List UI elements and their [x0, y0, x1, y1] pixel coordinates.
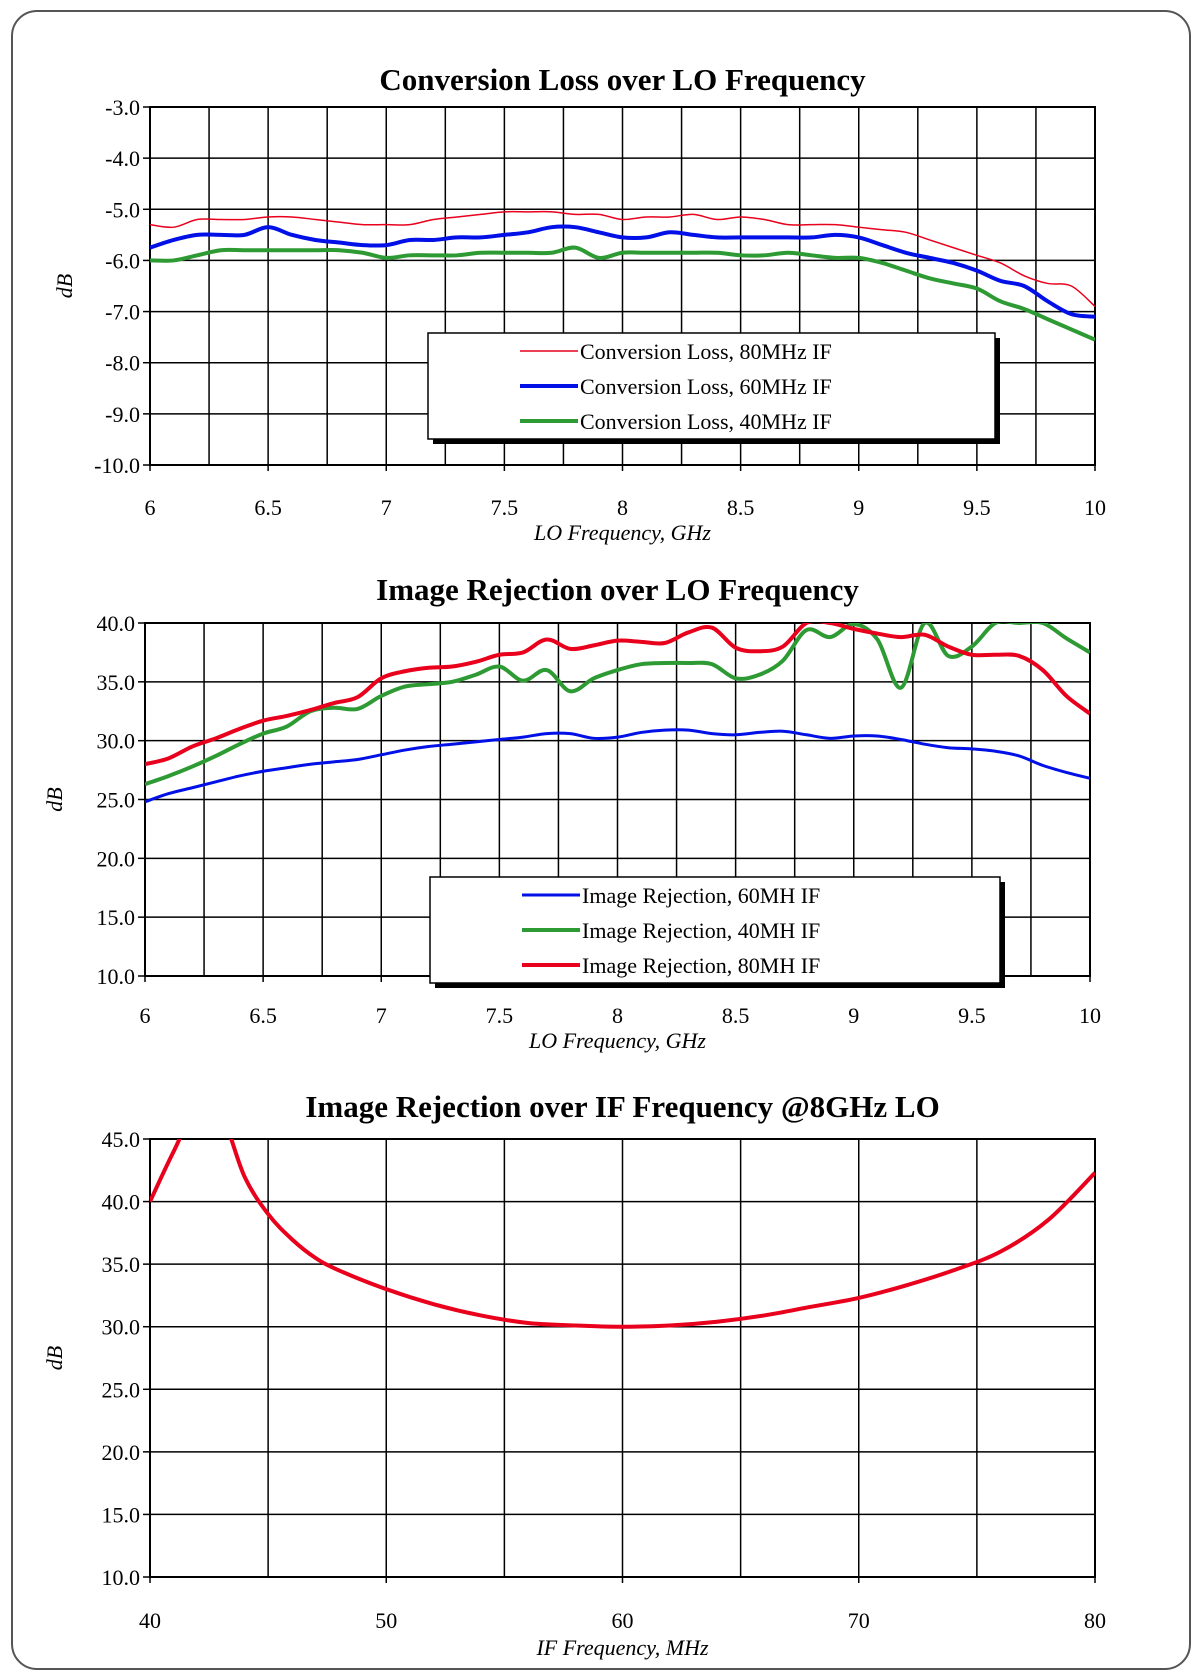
- x-tick-label: 7.5: [491, 495, 519, 520]
- y-tick-label: -9.0: [105, 402, 140, 427]
- y-tick-label: 25.0: [102, 1377, 141, 1402]
- grid: [149, 1138, 1096, 1578]
- x-tick-label: 6.5: [249, 1003, 277, 1028]
- x-tick-label: 9.5: [958, 1003, 986, 1028]
- legend-label: Image Rejection, 60MH IF: [582, 883, 820, 908]
- y-tick-label: 35.0: [102, 1252, 141, 1277]
- legend: Image Rejection, 60MH IF Image Rejection,…: [429, 876, 1005, 988]
- y-tick-label: 45.0: [102, 1127, 141, 1152]
- legend-label: Image Rejection, 40MH IF: [582, 918, 820, 943]
- y-axis-label: dB: [42, 787, 67, 811]
- y-tick-label: 20.0: [97, 846, 136, 871]
- x-tick-label: 8.5: [722, 1003, 750, 1028]
- legend-label: Image Rejection, 80MH IF: [582, 953, 820, 978]
- x-axis-label: IF Frequency, MHz: [535, 1635, 709, 1660]
- chart-1: Conversion Loss over LO Frequency -3.0 -4.…: [52, 62, 1106, 545]
- y-tick-label: 40.0: [102, 1190, 141, 1215]
- x-tick-label: 6.5: [254, 495, 282, 520]
- y-tick-label: -3.0: [105, 95, 140, 120]
- x-tick-label: 7: [376, 1003, 387, 1028]
- x-tick-label: 9: [853, 495, 864, 520]
- x-tick-label: 6: [145, 495, 156, 520]
- x-tick-label: 7: [381, 495, 392, 520]
- y-tick-label: 15.0: [102, 1502, 141, 1527]
- y-tick-label: 20.0: [102, 1440, 141, 1465]
- x-tick-label: 60: [612, 1608, 634, 1633]
- y-tick-label: -7.0: [105, 300, 140, 325]
- y-tick-label: -8.0: [105, 351, 140, 376]
- y-tick-label: 35.0: [97, 670, 136, 695]
- legend-label: Conversion Loss, 40MHz IF: [580, 409, 832, 434]
- x-tick-label: 80: [1084, 1608, 1106, 1633]
- x-axis-label: LO Frequency, GHz: [528, 1028, 706, 1053]
- y-tick-label: 40.0: [97, 611, 136, 636]
- y-axis-label: dB: [52, 274, 77, 298]
- series-line-1: [150, 210, 1095, 308]
- x-tick-label: 8: [612, 1003, 623, 1028]
- y-tick-label: 10.0: [97, 964, 136, 989]
- chart-2: Image Rejection over LO Frequency 40.0 35.…: [42, 572, 1101, 1053]
- series-line-2: [150, 224, 1095, 319]
- legend-label: Conversion Loss, 60MHz IF: [580, 374, 832, 399]
- x-tick-label: 10: [1079, 1003, 1101, 1028]
- series-line-3: [145, 623, 1090, 767]
- series-line-1: [145, 728, 1090, 804]
- y-tick-label: 15.0: [97, 905, 136, 930]
- x-tick-label: 10: [1084, 495, 1106, 520]
- y-tick-label: 30.0: [97, 729, 136, 754]
- x-tick-label: 7.5: [486, 1003, 514, 1028]
- legend: Conversion Loss, 80MHz IF Conversion Loss…: [427, 332, 1000, 444]
- y-tick-label: 30.0: [102, 1315, 141, 1340]
- x-tick-label: 70: [848, 1608, 870, 1633]
- chart-title: Image Rejection over IF Frequency @8GHz …: [305, 1089, 939, 1124]
- series-line-1: [150, 1139, 1095, 1329]
- y-tick-label: -10.0: [94, 453, 140, 478]
- legend-label: Conversion Loss, 80MHz IF: [580, 339, 832, 364]
- x-axis-label: LO Frequency, GHz: [533, 520, 711, 545]
- y-tick-label: 10.0: [102, 1565, 141, 1590]
- x-tick-label: 50: [375, 1608, 397, 1633]
- chart-3: Image Rejection over IF Frequency @8GHz …: [42, 1089, 1106, 1660]
- x-tick-label: 6: [140, 1003, 151, 1028]
- chart-frame: [11, 10, 1191, 1670]
- y-tick-label: 25.0: [97, 788, 136, 813]
- y-tick-label: -5.0: [105, 197, 140, 222]
- x-tick-label: 9.5: [963, 495, 991, 520]
- x-tick-label: 9: [848, 1003, 859, 1028]
- y-tick-label: -6.0: [105, 248, 140, 273]
- chart-title: Conversion Loss over LO Frequency: [379, 62, 866, 97]
- x-tick-label: 40: [139, 1608, 161, 1633]
- x-tick-label: 8: [617, 495, 628, 520]
- x-tick-label: 8.5: [727, 495, 755, 520]
- y-tick-label: -4.0: [105, 146, 140, 171]
- series-line-3: [150, 245, 1095, 342]
- series-line-2: [145, 623, 1090, 787]
- chart-title: Image Rejection over LO Frequency: [376, 572, 859, 607]
- y-axis-label: dB: [42, 1346, 67, 1370]
